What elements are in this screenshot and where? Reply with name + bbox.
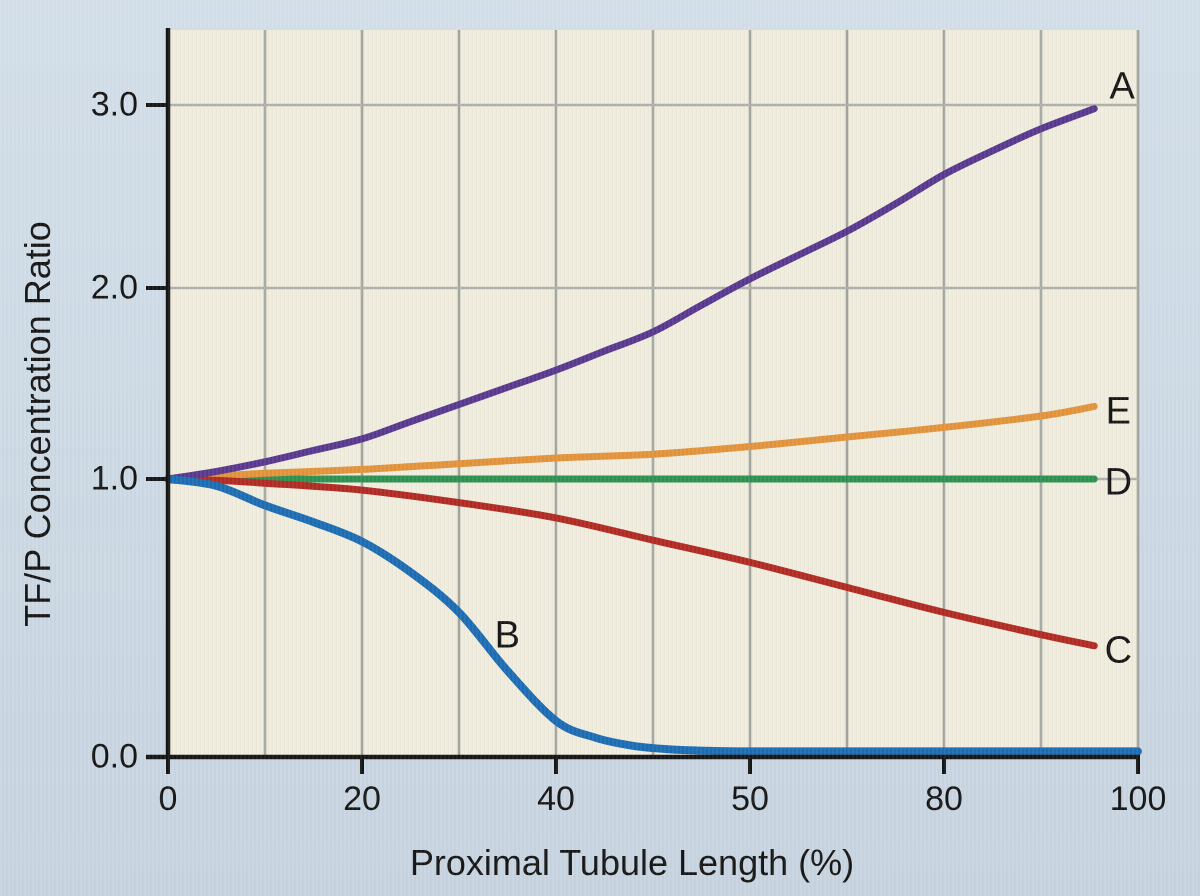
- gridlines: [168, 30, 1140, 757]
- curves: [164, 105, 1142, 756]
- curve-C: [164, 475, 1098, 650]
- x-axis-title: Proximal Tubule Length (%): [409, 842, 855, 883]
- axes: [146, 28, 1140, 760]
- x-tick-label: 80: [925, 780, 963, 818]
- y-tick-label: 0.0: [90, 737, 138, 776]
- curve-A: [164, 105, 1098, 483]
- y-tick-label: 2.0: [90, 268, 138, 307]
- curve-B: [164, 475, 1142, 756]
- series-label-A: A: [1109, 65, 1136, 108]
- y-tick-label: 1.0: [90, 459, 138, 498]
- x-tick-label: 40: [537, 780, 575, 818]
- x-tick-label: 20: [343, 780, 381, 818]
- y-tick-label: 3.0: [90, 85, 138, 124]
- series-label-D: D: [1104, 461, 1133, 504]
- curve-E: [164, 402, 1098, 483]
- tick-marks: [146, 103, 1140, 774]
- y-axis-title: TF/P Concentration Ratio: [17, 221, 58, 627]
- series-label-C: C: [1104, 629, 1133, 672]
- x-tick-label: 100: [1109, 780, 1167, 818]
- x-tick-label: 0: [158, 780, 178, 818]
- series-label-E: E: [1105, 390, 1132, 433]
- x-tick-label: 50: [731, 780, 769, 818]
- series-label-B: B: [494, 614, 521, 657]
